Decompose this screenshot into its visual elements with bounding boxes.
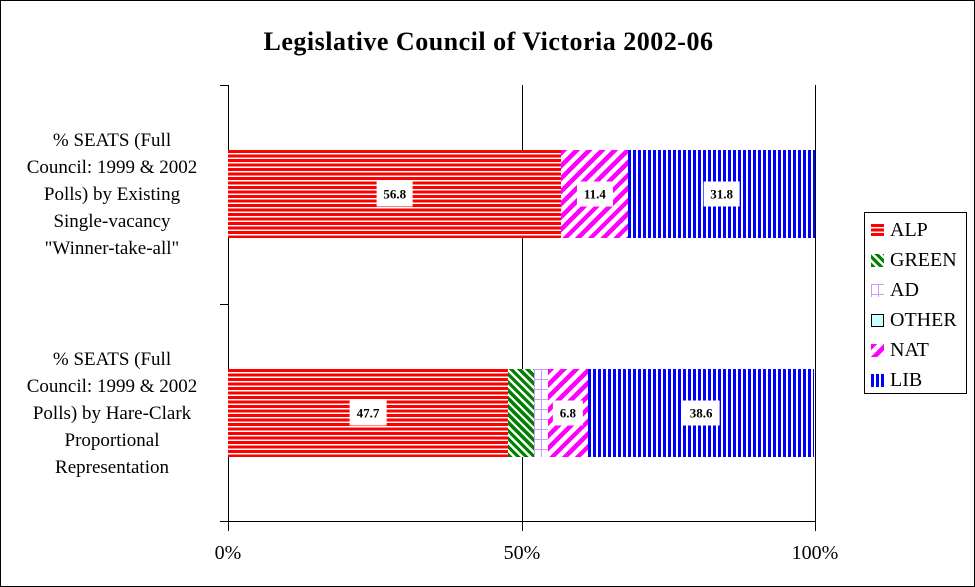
bar-segment-ad	[534, 369, 548, 457]
bar-hare-clark: 47.7 6.8 38.6	[228, 369, 815, 457]
gridline-50-percent	[522, 85, 523, 531]
category-label-line: % SEATS (Full	[52, 130, 172, 151]
legend-swatch-other-icon	[871, 313, 884, 327]
bar-winner-take-all: 56.8 11.4 31.8	[228, 150, 815, 238]
legend: ALP GREEN AD OTHER NAT LIB	[864, 212, 967, 394]
category-label-line: Council: 1999 & 2002	[26, 376, 198, 397]
bar-segment-alp: 47.7	[228, 369, 508, 457]
legend-item-ad: AD	[871, 275, 966, 305]
legend-label-alp: ALP	[890, 219, 928, 241]
data-label-nat: 11.4	[576, 181, 613, 207]
legend-swatch-alp-icon	[871, 223, 884, 237]
category-label-hare-clark: % SEATS (Full Council: 1999 & 2002 Polls) …	[6, 346, 218, 481]
category-label-line: "Winner-take-all"	[44, 238, 180, 259]
x-tick-label-100: 100%	[791, 542, 839, 564]
legend-item-green: GREEN	[871, 245, 966, 275]
category-tick-middle	[220, 304, 229, 305]
category-label-line: Single-vacancy	[53, 211, 171, 232]
data-label-lib: 31.8	[703, 181, 741, 207]
legend-label-ad: AD	[890, 279, 919, 301]
x-tick-label-0: 0%	[214, 542, 242, 564]
legend-swatch-green-icon	[871, 253, 884, 267]
bar-segment-lib: 38.6	[587, 369, 815, 457]
gridline-100-percent	[815, 85, 816, 531]
legend-item-alp: ALP	[871, 215, 966, 245]
chart-title: Legislative Council of Victoria 2002-06	[263, 27, 714, 56]
y-axis-line	[228, 85, 229, 531]
legend-item-other: OTHER	[871, 305, 966, 335]
bar-segment-green	[507, 369, 535, 457]
category-label-line: Representation	[55, 457, 169, 478]
legend-swatch-lib-icon	[871, 373, 884, 387]
category-label-line: Proportional	[64, 430, 160, 451]
data-label-alp: 47.7	[349, 400, 387, 426]
data-label-alp: 56.8	[376, 181, 414, 207]
category-label-line: % SEATS (Full	[52, 349, 172, 370]
legend-swatch-ad-icon	[871, 283, 884, 297]
bar-segment-nat: 6.8	[547, 369, 588, 457]
legend-label-green: GREEN	[890, 249, 957, 271]
legend-item-nat: NAT	[871, 335, 966, 365]
legend-item-lib: LIB	[871, 365, 966, 395]
bar-segment-nat: 11.4	[561, 150, 629, 238]
x-axis-line	[220, 521, 816, 522]
legend-label-lib: LIB	[890, 369, 923, 391]
category-tick-top	[220, 85, 229, 86]
legend-swatch-nat-icon	[871, 343, 884, 357]
category-label-line: Council: 1999 & 2002	[26, 157, 198, 178]
x-tick-label-50: 50%	[503, 542, 541, 564]
legend-label-other: OTHER	[890, 309, 957, 331]
data-label-nat: 6.8	[552, 400, 583, 426]
category-label-line: Polls) by Hare-Clark	[32, 403, 192, 424]
bar-segment-lib: 31.8	[628, 150, 815, 238]
data-label-lib: 38.6	[682, 400, 720, 426]
category-label-line: Polls) by Existing	[43, 184, 181, 205]
bar-segment-alp: 56.8	[228, 150, 562, 238]
legend-label-nat: NAT	[890, 339, 929, 361]
category-label-winner-take-all: % SEATS (Full Council: 1999 & 2002 Polls) …	[6, 127, 218, 262]
